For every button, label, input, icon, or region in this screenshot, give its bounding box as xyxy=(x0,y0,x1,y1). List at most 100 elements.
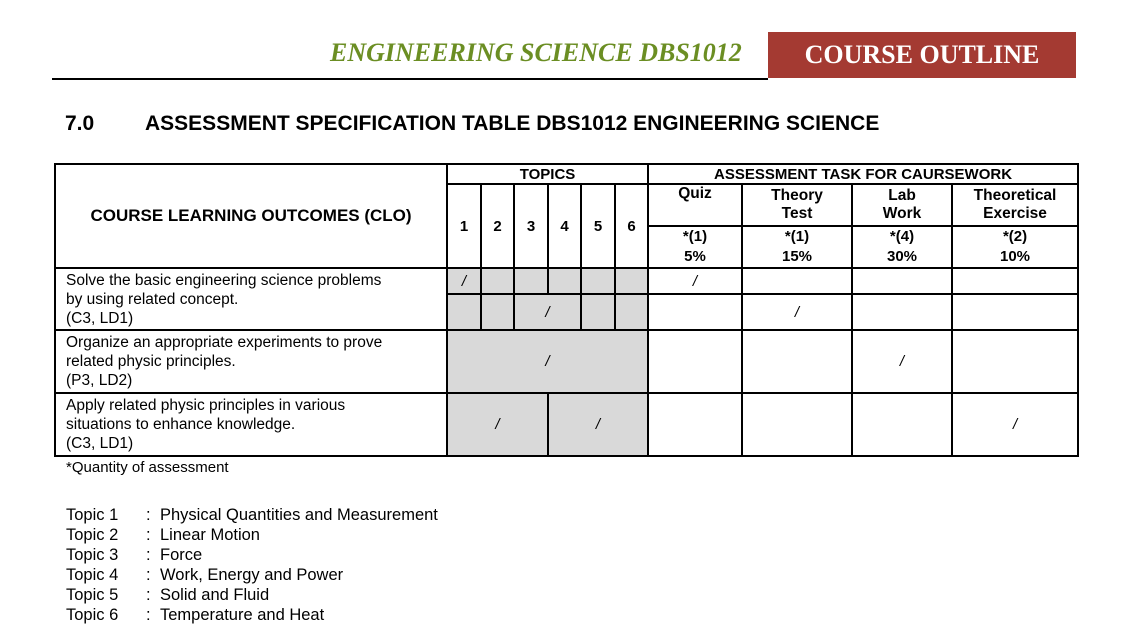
check-mark: / xyxy=(794,303,800,321)
task-theoretical-exercise-weight: *(2) 10% xyxy=(951,225,1080,269)
document-header-title: ENGINEERING SCIENCE DBS1012 xyxy=(330,38,742,67)
task-cell xyxy=(851,293,954,331)
topic-cell xyxy=(580,293,616,331)
topic-name: Linear Motion xyxy=(160,526,260,544)
topic-cell xyxy=(613,267,650,295)
course-outline-badge: COURSE OUTLINE xyxy=(768,32,1076,78)
task-cell: / xyxy=(741,293,854,331)
task-label: Quiz xyxy=(678,185,712,202)
topic-label: Topic 4 xyxy=(66,566,119,584)
task-weight: 30% xyxy=(887,248,918,265)
task-label: Test xyxy=(781,205,813,222)
topic-cell: / xyxy=(446,392,549,457)
task-theory-test-header: Theory Test xyxy=(741,183,854,227)
task-weight: 15% xyxy=(782,248,813,265)
topic-list-item: Topic 1: Physical Quantities and Measurem… xyxy=(66,505,438,525)
clo-3-description: Apply related physic principles in vario… xyxy=(54,392,448,457)
assessment-tasks-header: ASSESSMENT TASK FOR CAURSEWORK xyxy=(647,163,1080,185)
topic-label: Topic 2 xyxy=(66,526,119,544)
topic-separator: : xyxy=(146,546,151,564)
topic-cell: / xyxy=(446,267,482,295)
topic-separator: : xyxy=(146,586,151,604)
topic-name: Work, Energy and Power xyxy=(160,566,344,584)
task-quantity: *(4) xyxy=(889,228,915,245)
clo-column-header: COURSE LEARNING OUTCOMES (CLO) xyxy=(54,163,448,269)
task-cell xyxy=(951,329,1080,394)
topic-name: Force xyxy=(160,546,203,564)
topic-number: 4 xyxy=(547,183,582,269)
topic-number: 1 xyxy=(446,183,482,269)
topic-cell xyxy=(547,267,582,295)
task-cell: / xyxy=(951,392,1080,457)
task-cell xyxy=(851,267,954,295)
task-theoretical-exercise-header: Theoretical Exercise xyxy=(951,183,1080,227)
clo-text-line: related physic principles. xyxy=(66,353,236,370)
topic-separator: : xyxy=(146,526,151,544)
clo-text-line: (C3, LD1) xyxy=(66,435,134,452)
check-mark: / xyxy=(692,272,698,290)
topic-number: 3 xyxy=(513,183,549,269)
task-label: Work xyxy=(882,205,922,222)
clo-text-line: Organize an appropriate experiments to p… xyxy=(66,334,383,351)
task-cell xyxy=(647,293,744,331)
task-cell xyxy=(951,293,1080,331)
task-cell: / xyxy=(851,329,954,394)
topic-cell: / xyxy=(513,293,582,331)
task-theory-test-weight: *(1) 15% xyxy=(741,225,854,269)
check-mark: / xyxy=(545,303,550,321)
clo-1-description: Solve the basic engineering science prob… xyxy=(54,267,448,331)
section-title: ASSESSMENT SPECIFICATION TABLE DBS1012 E… xyxy=(145,112,880,135)
task-cell xyxy=(741,329,854,394)
check-mark: / xyxy=(495,416,500,433)
task-quantity: *(1) xyxy=(784,228,810,245)
topic-list-item: Topic 5: Solid and Fluid xyxy=(66,585,438,605)
task-label: Theoretical xyxy=(973,187,1057,204)
task-quiz-header: Quiz xyxy=(647,183,744,227)
topic-list-item: Topic 3: Force xyxy=(66,545,438,565)
clo-text-line: (P3, LD2) xyxy=(66,372,133,389)
topic-cell xyxy=(613,293,650,331)
clo-2-description: Organize an appropriate experiments to p… xyxy=(54,329,448,394)
task-cell: / xyxy=(647,267,744,295)
topic-number: 5 xyxy=(580,183,616,269)
clo-text-line: Apply related physic principles in vario… xyxy=(66,397,346,414)
topic-cell xyxy=(580,267,616,295)
topic-list-item: Topic 6: Temperature and Heat xyxy=(66,605,438,625)
topic-list: Topic 1: Physical Quantities and Measurem… xyxy=(66,505,438,625)
topic-separator: : xyxy=(146,566,151,584)
topic-cell xyxy=(480,293,515,331)
topic-name: Physical Quantities and Measurement xyxy=(160,506,438,524)
topic-cell xyxy=(480,267,515,295)
topic-list-item: Topic 2: Linear Motion xyxy=(66,525,438,545)
task-cell xyxy=(647,329,744,394)
topic-cell: / xyxy=(546,392,650,457)
task-cell xyxy=(741,392,854,457)
task-cell xyxy=(741,267,854,295)
task-cell xyxy=(647,392,744,457)
topic-label: Topic 5 xyxy=(66,586,119,604)
check-mark: / xyxy=(461,272,467,290)
assessment-specification-table: COURSE LEARNING OUTCOMES (CLO) TOPICS AS… xyxy=(54,163,1080,457)
topics-header: TOPICS xyxy=(445,163,650,185)
topic-list-item: Topic 4: Work, Energy and Power xyxy=(66,565,438,585)
task-lab-work-weight: *(4) 30% xyxy=(851,225,954,269)
quantity-footnote: *Quantity of assessment xyxy=(66,459,229,476)
task-lab-work-header: Lab Work xyxy=(851,183,954,227)
topic-label: Topic 3 xyxy=(66,546,119,564)
topic-name: Temperature and Heat xyxy=(160,606,325,624)
task-quantity: *(2) xyxy=(1002,228,1028,245)
task-label: Theory xyxy=(771,187,823,204)
check-mark: / xyxy=(899,353,905,370)
topic-cell: / xyxy=(445,329,650,394)
task-quantity: *(1) xyxy=(682,228,708,245)
topic-number: 6 xyxy=(613,183,650,269)
header-rule xyxy=(52,78,768,80)
task-weight: 10% xyxy=(1000,248,1031,265)
task-label: Lab xyxy=(888,187,916,204)
task-weight: 5% xyxy=(684,248,706,265)
task-quiz-weight: *(1) 5% xyxy=(647,225,744,269)
check-mark: / xyxy=(1012,416,1018,433)
section-heading: 7.0 ASSESSMENT SPECIFICATION TABLE DBS101… xyxy=(65,112,879,136)
topic-cell xyxy=(446,293,482,331)
topic-cell xyxy=(513,267,549,295)
